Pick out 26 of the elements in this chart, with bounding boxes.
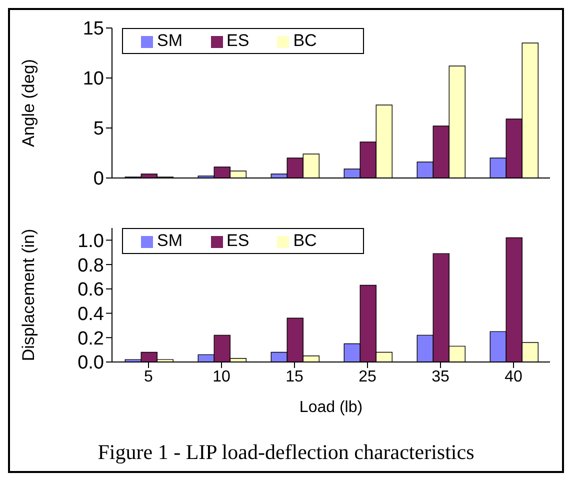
y-tick-label: 1.0	[78, 230, 104, 252]
y-tick-label: 15	[82, 18, 104, 40]
x-axis-title: Load (lb)	[299, 399, 363, 416]
legend-label: SM	[157, 231, 182, 250]
y-tick-label: 5	[93, 118, 104, 140]
x-tick-label: 5	[144, 368, 154, 386]
x-tick-label: 10	[212, 368, 230, 386]
legend-label: BC	[293, 231, 317, 250]
legend-label: BC	[293, 31, 317, 50]
x-tick-label: 40	[504, 368, 522, 386]
legend-label: ES	[226, 231, 250, 250]
y-tick-label: 0.6	[78, 280, 104, 301]
y-axis-title: Angle (deg)	[19, 59, 38, 147]
legend-label: ES	[226, 31, 250, 50]
legend-label: SM	[157, 31, 182, 50]
x-tick-label: 35	[432, 368, 450, 386]
y-tick-label: 0.8	[78, 255, 104, 276]
x-tick-label: 25	[358, 368, 376, 386]
y-tick-label: 0.0	[78, 352, 104, 374]
y-tick-label: 0	[93, 168, 104, 190]
y-axis-title: Displacement (in)	[19, 228, 38, 362]
x-tick-label: 15	[286, 368, 304, 386]
y-tick-label: 10	[82, 68, 104, 90]
y-tick-label: 0.4	[78, 304, 104, 326]
y-tick-label: 0.2	[78, 328, 104, 350]
caption: Figure 1 - LIP load-deflection characteristics	[96, 440, 476, 466]
